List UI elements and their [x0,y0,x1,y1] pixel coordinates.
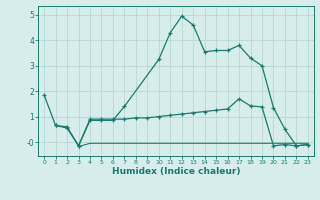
X-axis label: Humidex (Indice chaleur): Humidex (Indice chaleur) [112,167,240,176]
